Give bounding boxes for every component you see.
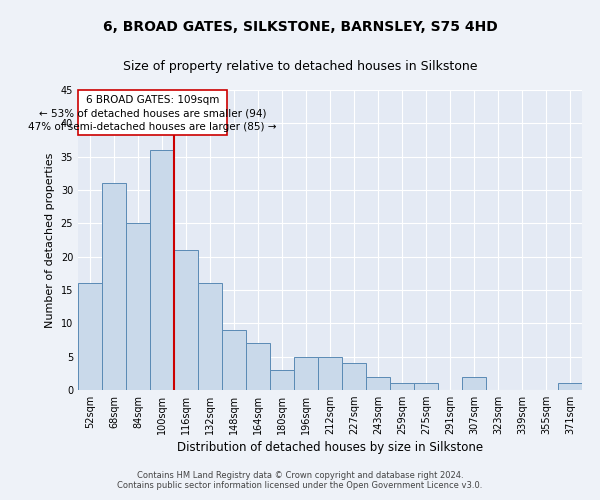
Bar xyxy=(270,370,294,390)
X-axis label: Distribution of detached houses by size in Silkstone: Distribution of detached houses by size … xyxy=(177,442,483,454)
Bar xyxy=(390,384,414,390)
FancyBboxPatch shape xyxy=(79,90,227,136)
Bar xyxy=(222,330,246,390)
Bar xyxy=(558,384,582,390)
Text: Size of property relative to detached houses in Silkstone: Size of property relative to detached ho… xyxy=(123,60,477,73)
Text: 6, BROAD GATES, SILKSTONE, BARNSLEY, S75 4HD: 6, BROAD GATES, SILKSTONE, BARNSLEY, S75… xyxy=(103,20,497,34)
Bar xyxy=(126,224,150,390)
Bar xyxy=(366,376,390,390)
Bar xyxy=(318,356,342,390)
Y-axis label: Number of detached properties: Number of detached properties xyxy=(45,152,55,328)
Bar xyxy=(150,150,174,390)
Bar xyxy=(342,364,366,390)
Bar xyxy=(246,344,270,390)
Text: ← 53% of detached houses are smaller (94): ← 53% of detached houses are smaller (94… xyxy=(39,108,266,118)
Text: 6 BROAD GATES: 109sqm: 6 BROAD GATES: 109sqm xyxy=(86,95,220,105)
Bar xyxy=(174,250,198,390)
Bar xyxy=(198,284,222,390)
Bar xyxy=(462,376,486,390)
Text: 47% of semi-detached houses are larger (85) →: 47% of semi-detached houses are larger (… xyxy=(28,122,277,132)
Bar xyxy=(294,356,318,390)
Bar xyxy=(78,284,102,390)
Bar xyxy=(414,384,438,390)
Bar xyxy=(102,184,126,390)
Text: Contains HM Land Registry data © Crown copyright and database right 2024.
Contai: Contains HM Land Registry data © Crown c… xyxy=(118,470,482,490)
